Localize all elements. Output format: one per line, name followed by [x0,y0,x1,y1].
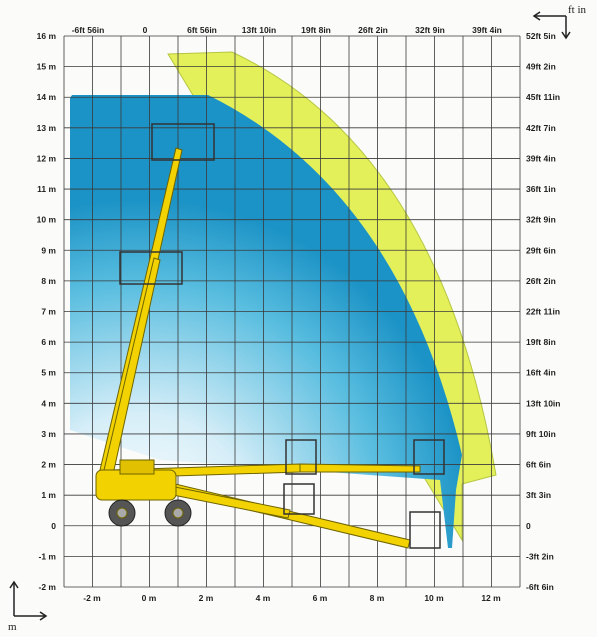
right-axis-label: 6ft 6in [526,460,551,470]
top-axis-label: -6ft 56in [72,25,105,35]
grid [63,35,521,588]
top-axis-label: 26ft 2in [358,25,388,35]
right-axis-label: 42ft 7in [526,123,556,133]
right-axis-labels: 52ft 5in 49ft 2in 45ft 11in 42ft 7in 39ft 4i… [526,31,561,592]
bottom-axis-label: 10 m [424,593,444,603]
left-axis-label: -1 m [39,551,57,561]
left-axis-label: 1 m [41,490,56,500]
left-axis-label: 5 m [41,368,56,378]
right-axis-label: 49ft 2in [526,62,556,72]
bottom-axis-label: 12 m [481,593,501,603]
top-axis-labels: -6ft 56in 0 6ft 56in 13ft 10in 19ft 8in 26ft … [72,25,502,35]
bottom-axis-label: 2 m [199,593,214,603]
left-axis-label: -2 m [39,582,57,592]
left-axis-label: 0 [51,521,56,531]
top-axis-label: 19ft 8in [301,25,331,35]
top-axis-label: 39ft 4in [472,25,502,35]
left-axis-label: 10 m [37,215,57,225]
left-axis-label: 4 m [41,398,56,408]
right-axis-label: 39ft 4in [526,153,556,163]
left-axis-label: 2 m [41,460,56,470]
right-axis-label: 52ft 5in [526,31,556,41]
right-axis-label: 9ft 10in [526,429,556,439]
machine-illustration [95,147,421,549]
right-axis-label: 19ft 8in [526,337,556,347]
right-axis-label: 36ft 1in [526,184,556,194]
top-axis-label: 0 [143,25,148,35]
left-axis-label: 13 m [37,123,57,133]
bottom-axis-label: 4 m [256,593,271,603]
right-axis-label: -6ft 6in [526,582,554,592]
left-axis-label: 6 m [41,337,56,347]
left-axis-label: 15 m [37,62,57,72]
right-axis-label: 16ft 4in [526,368,556,378]
right-axis-label: 0 [526,521,531,531]
top-axis-label: 6ft 56in [187,25,217,35]
right-axis-label: 22ft 11in [526,307,560,317]
bottom-axis-label: -2 m [83,593,101,603]
bottom-axis-label: 8 m [370,593,385,603]
left-axis-label: 8 m [41,276,56,286]
left-axis-label: 9 m [41,245,56,255]
feet-unit-label: ft in [568,4,587,16]
right-axis-label: 32ft 9in [526,215,556,225]
right-axis-label: 26ft 2in [526,276,556,286]
top-axis-label: 32ft 9in [415,25,445,35]
bottom-axis-labels: -2 m 0 m 2 m 4 m 6 m 8 m 10 m 12 m [83,593,501,603]
right-axis-label: 29ft 6in [526,245,556,255]
bottom-axis-label: 0 m [142,593,157,603]
left-axis-label: 3 m [41,429,56,439]
left-axis-label: 11 m [37,184,56,194]
meter-axis-arrow [9,580,48,621]
left-axis-label: 7 m [41,307,56,317]
meter-unit-label: m [8,621,17,632]
left-axis-label: 14 m [37,92,57,102]
left-axis-label: 16 m [37,31,57,41]
top-axis-label: 13ft 10in [242,25,277,35]
right-axis-label: 45ft 11in [526,92,560,102]
right-axis-label: 3ft 3in [526,490,551,500]
platform-baskets [119,123,445,549]
bottom-axis-label: 6 m [313,593,328,603]
left-axis-labels: 16 m 15 m 14 m 13 m 12 m 11 m 10 m 9 m 8 m 7 m 6 m… [37,31,57,592]
right-axis-label: -3ft 2in [526,551,554,561]
left-axis-label: 12 m [37,153,57,163]
feet-axis-arrow [532,11,571,40]
right-axis-label: 13ft 10in [526,398,561,408]
